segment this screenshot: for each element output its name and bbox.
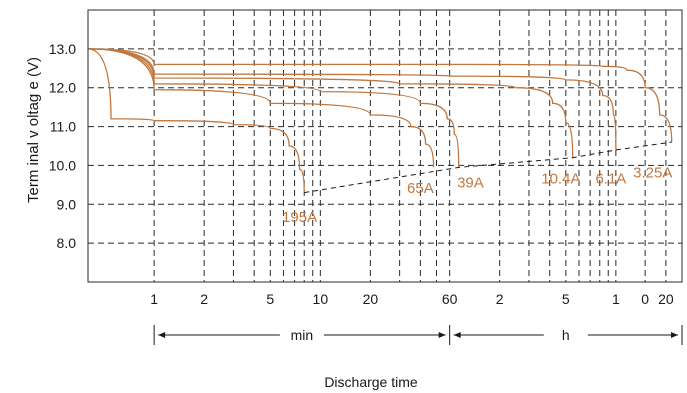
discharge-curves: [87, 48, 673, 193]
x-tick-label: 5: [562, 291, 570, 307]
y-tick-label: 9.0: [57, 196, 77, 212]
range-label: h: [562, 327, 570, 343]
curve-39A: [87, 48, 460, 168]
cutoff-line: [304, 141, 672, 194]
x-tick-label: 0: [641, 291, 649, 307]
range-arrow-right: [438, 332, 446, 338]
grid-lines: [88, 10, 682, 282]
plot-border: [87, 9, 683, 283]
range-arrow-right: [671, 332, 678, 338]
x-tick-label: 60: [442, 291, 458, 307]
y-tick-label: 12.0: [49, 80, 76, 96]
x-tick-labels: 1 2 5 10 20 60 2 5 1 0 20: [150, 291, 674, 307]
range-arrow-left: [453, 332, 461, 338]
x-axis-label: Discharge time: [324, 374, 418, 390]
y-tick-label: 10.0: [49, 157, 76, 173]
series-labels: 195A 65A 39A 10.4A 6.1A 3.25A: [282, 165, 672, 227]
curve-65A: [87, 48, 435, 168]
y-tick-label: 13.0: [49, 41, 76, 57]
x-tick-label: 5: [266, 291, 274, 307]
range-label: min: [291, 327, 314, 343]
x-tick-label: 1: [612, 291, 620, 307]
y-tick-label: 8.0: [57, 235, 77, 251]
plot-frame: [87, 9, 683, 283]
series-label: 39A: [457, 174, 484, 191]
y-axis-label: Term inal v oltag e (V): [25, 57, 42, 203]
x-tick-label: 20: [658, 291, 674, 307]
y-tick-label: 11.0: [50, 119, 76, 135]
series-label: 3.25A: [633, 165, 672, 182]
series-label: 65A: [407, 180, 434, 197]
series-label: 10.4A: [541, 170, 580, 187]
series-label: 195A: [282, 209, 317, 226]
series-label: 6.1A: [595, 170, 626, 187]
range-arrow-left: [158, 332, 166, 338]
curve-6-1A: [87, 48, 617, 150]
x-tick-label: 1: [150, 291, 158, 307]
y-tick-labels: 13.0 12.0 11.0 10.0 9.0 8.0: [49, 41, 76, 251]
curve-3-25A: [87, 48, 673, 143]
x-tick-label: 2: [200, 291, 208, 307]
x-tick-label: 20: [363, 291, 379, 307]
end-voltage-line: [304, 141, 672, 194]
curve-10-4A: [87, 48, 574, 158]
unit-range-indicators: min h: [153, 325, 683, 345]
x-tick-label: 10: [313, 291, 329, 307]
curve-195A: [87, 48, 305, 193]
x-tick-label: 2: [496, 291, 504, 307]
